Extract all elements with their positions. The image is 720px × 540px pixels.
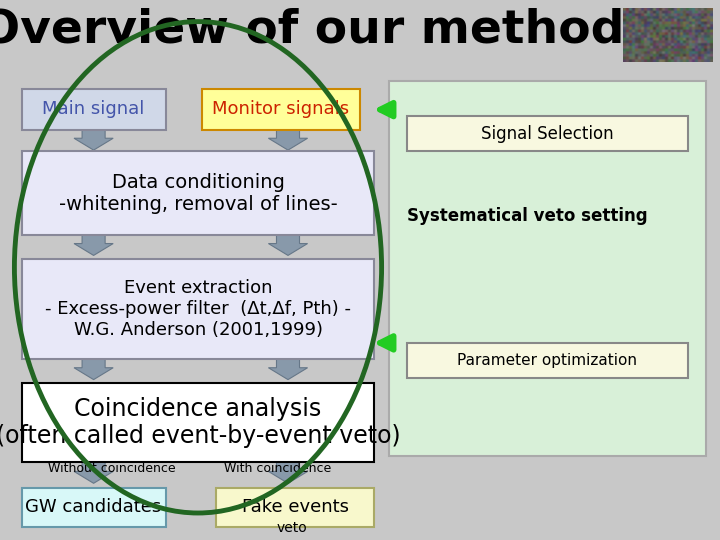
Text: Signal Selection: Signal Selection	[481, 125, 613, 143]
Bar	[22, 259, 374, 359]
Text: Without coincidence: Without coincidence	[48, 462, 176, 475]
FancyArrow shape	[74, 235, 113, 255]
FancyArrow shape	[74, 359, 113, 380]
Text: Systematical veto setting: Systematical veto setting	[407, 207, 647, 225]
Text: veto: veto	[276, 521, 307, 535]
Text: Parameter optimization: Parameter optimization	[457, 353, 637, 368]
Bar	[407, 343, 688, 378]
FancyArrow shape	[269, 462, 307, 483]
Text: Overview of our methods: Overview of our methods	[0, 7, 653, 52]
Bar	[407, 116, 688, 151]
Text: Main signal: Main signal	[42, 100, 145, 118]
FancyArrow shape	[74, 130, 113, 150]
FancyArrow shape	[74, 462, 113, 483]
FancyArrow shape	[269, 130, 307, 150]
Bar	[216, 488, 374, 526]
Text: With coincidence: With coincidence	[224, 462, 330, 475]
Text: Coincidence analysis
(often called event-by-event veto): Coincidence analysis (often called event…	[0, 397, 400, 448]
FancyArrow shape	[269, 235, 307, 255]
Bar	[202, 89, 360, 130]
Bar	[22, 151, 374, 235]
Text: Data conditioning
-whitening, removal of lines-: Data conditioning -whitening, removal of…	[58, 173, 338, 213]
Bar	[22, 488, 166, 526]
FancyArrow shape	[269, 359, 307, 380]
Text: Event extraction
- Excess-power filter  (Δt,Δf, Pth) -
W.G. Anderson (2001,1999): Event extraction - Excess-power filter (…	[45, 279, 351, 339]
Bar	[22, 89, 166, 130]
Text: Monitor signals: Monitor signals	[212, 100, 349, 118]
Text: GW candidates: GW candidates	[25, 498, 162, 516]
Text: Fake events: Fake events	[242, 498, 348, 516]
Bar	[22, 383, 374, 462]
Bar	[389, 81, 706, 456]
